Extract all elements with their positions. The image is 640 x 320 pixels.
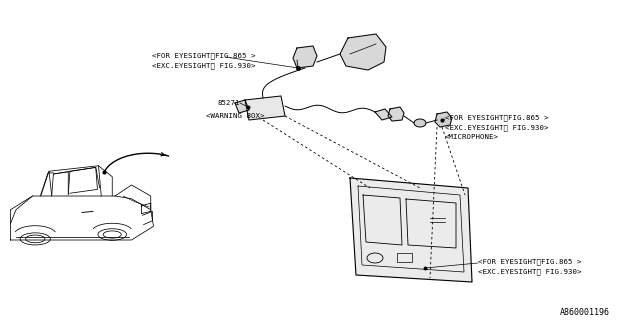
Text: <MICROPHONE>: <MICROPHONE> — [445, 134, 499, 140]
Polygon shape — [388, 107, 404, 121]
Text: A860001196: A860001196 — [560, 308, 610, 317]
Polygon shape — [245, 96, 285, 120]
Text: <FOR EYESIGHT‧FIG.865 >: <FOR EYESIGHT‧FIG.865 > — [445, 114, 548, 121]
Polygon shape — [375, 109, 392, 120]
Polygon shape — [435, 112, 452, 127]
Text: <FOR EYESIGHT‧FIG.865 >: <FOR EYESIGHT‧FIG.865 > — [152, 52, 255, 59]
Bar — [397, 253, 412, 262]
Polygon shape — [235, 100, 249, 113]
Text: <FOR EYESIGHT‧FIG.865 >: <FOR EYESIGHT‧FIG.865 > — [478, 258, 582, 265]
Text: <WARNING BOX>: <WARNING BOX> — [206, 113, 264, 119]
Ellipse shape — [414, 119, 426, 127]
Polygon shape — [293, 46, 317, 68]
Polygon shape — [340, 34, 386, 70]
Polygon shape — [350, 178, 472, 282]
Text: 85271: 85271 — [218, 100, 241, 106]
Text: <EXC.EYESIGHT‧ FIG.930>: <EXC.EYESIGHT‧ FIG.930> — [152, 62, 255, 68]
Text: <EXC.EYESIGHT‧ FIG.930>: <EXC.EYESIGHT‧ FIG.930> — [445, 124, 548, 131]
Text: <EXC.EYESIGHT‧ FIG.930>: <EXC.EYESIGHT‧ FIG.930> — [478, 268, 582, 275]
